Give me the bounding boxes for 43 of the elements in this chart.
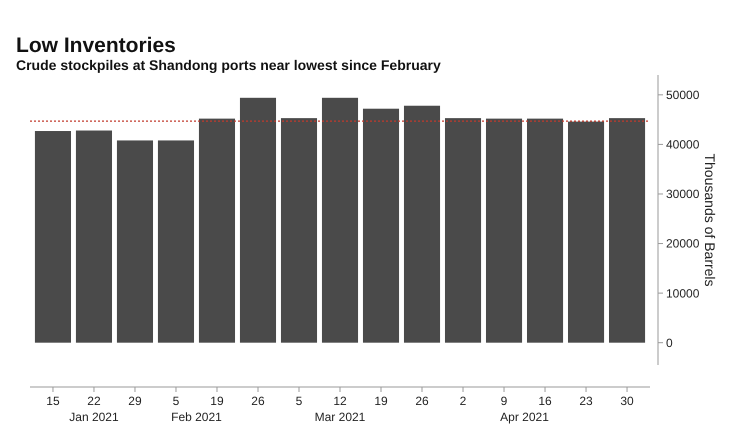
x-tick-label: 9: [500, 394, 508, 408]
bar: [198, 118, 236, 343]
x-tick-label: 5: [296, 394, 303, 408]
bar: [404, 106, 440, 343]
bar: [608, 118, 646, 343]
x-tick-label: 15: [46, 394, 60, 408]
y-tick-label: 20000: [666, 236, 700, 251]
bar: [568, 122, 604, 343]
bar: [280, 118, 318, 343]
bar: [240, 98, 276, 343]
chart-title: Low Inventories: [16, 34, 176, 57]
y-axis-title: Thousands of Barrels: [702, 153, 718, 287]
x-tick-label: 22: [87, 394, 101, 408]
x-tick-label: 2: [460, 394, 467, 408]
bar: [158, 140, 194, 343]
bar: [486, 118, 522, 343]
x-tick-label: 16: [538, 394, 552, 408]
y-tick-label: 30000: [666, 187, 700, 202]
text: Feb 2021: [171, 410, 222, 424]
x-tick-label: 30: [620, 394, 634, 408]
bar: [526, 118, 564, 343]
y-tick-label: 40000: [666, 138, 700, 152]
bar: [322, 98, 358, 343]
bar: [34, 131, 72, 343]
text: Apr 2021: [500, 410, 550, 424]
x-tick-label: 23: [579, 394, 594, 408]
text: Mar 2021: [314, 410, 366, 424]
x-tick-label: 26: [415, 394, 430, 408]
bar: [444, 118, 482, 343]
y-tick-label: 50000: [666, 88, 700, 102]
bar: [116, 140, 154, 343]
text: Jan 2021: [69, 410, 119, 424]
x-tick-label: 19: [210, 394, 224, 408]
x-tick-label: 29: [128, 394, 142, 408]
y-tick-label: 10000: [666, 286, 700, 300]
x-tick-label: 12: [333, 394, 347, 408]
y-tick-label: 0: [666, 336, 673, 350]
x-tick-label: 5: [172, 394, 180, 408]
chart-subtitle: Crude stockpiles at Shandong ports near lowest since February: [16, 57, 441, 73]
x-tick-label: 19: [374, 394, 388, 408]
bar: [362, 108, 400, 343]
bar: [76, 130, 112, 343]
x-tick-label: 26: [251, 394, 265, 408]
